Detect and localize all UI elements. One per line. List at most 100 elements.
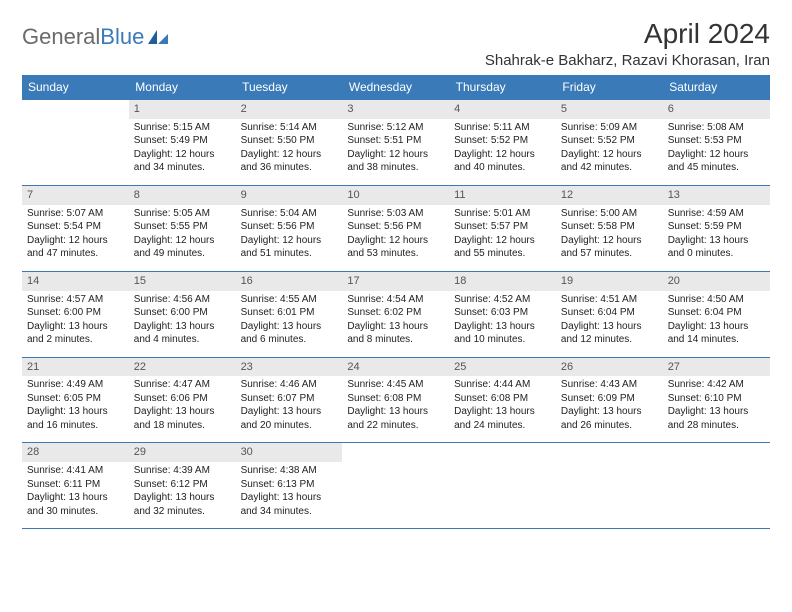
- sunset-line: Sunset: 5:55 PM: [134, 220, 231, 234]
- header-right: April 2024 Shahrak-e Bakharz, Razavi Kho…: [485, 18, 770, 69]
- daylight-line: Daylight: 13 hours and 10 minutes.: [454, 320, 551, 347]
- day-number: 15: [129, 272, 236, 291]
- calendar-cell: 10Sunrise: 5:03 AMSunset: 5:56 PMDayligh…: [342, 185, 449, 271]
- sunrise-line: Sunrise: 4:39 AM: [134, 464, 231, 478]
- weekday-header: Tuesday: [236, 75, 343, 100]
- day-number: 11: [449, 186, 556, 205]
- daylight-line: Daylight: 12 hours and 51 minutes.: [241, 234, 338, 261]
- sunset-line: Sunset: 6:05 PM: [27, 392, 124, 406]
- sunrise-line: Sunrise: 4:57 AM: [27, 293, 124, 307]
- day-number: 4: [449, 100, 556, 119]
- sunset-line: Sunset: 6:07 PM: [241, 392, 338, 406]
- sunset-line: Sunset: 6:11 PM: [27, 478, 124, 492]
- daylight-line: Daylight: 13 hours and 20 minutes.: [241, 405, 338, 432]
- sunset-line: Sunset: 6:06 PM: [134, 392, 231, 406]
- daylight-line: Daylight: 13 hours and 16 minutes.: [27, 405, 124, 432]
- day-details: Sunrise: 5:07 AMSunset: 5:54 PMDaylight:…: [22, 205, 129, 271]
- day-details: Sunrise: 5:12 AMSunset: 5:51 PMDaylight:…: [342, 119, 449, 185]
- day-number: 1: [129, 100, 236, 119]
- sunset-line: Sunset: 5:52 PM: [561, 134, 658, 148]
- day-number: 10: [342, 186, 449, 205]
- calendar-week-row: 7Sunrise: 5:07 AMSunset: 5:54 PMDaylight…: [22, 185, 770, 271]
- calendar-cell: [342, 443, 449, 529]
- day-details: Sunrise: 5:03 AMSunset: 5:56 PMDaylight:…: [342, 205, 449, 271]
- brand-accent: Blue: [100, 24, 144, 49]
- sunrise-line: Sunrise: 4:55 AM: [241, 293, 338, 307]
- daylight-line: Daylight: 13 hours and 6 minutes.: [241, 320, 338, 347]
- daylight-line: Daylight: 13 hours and 32 minutes.: [134, 491, 231, 518]
- day-details: Sunrise: 4:49 AMSunset: 6:05 PMDaylight:…: [22, 376, 129, 442]
- day-number: 14: [22, 272, 129, 291]
- calendar-cell: 16Sunrise: 4:55 AMSunset: 6:01 PMDayligh…: [236, 271, 343, 357]
- sunrise-line: Sunrise: 4:52 AM: [454, 293, 551, 307]
- sunset-line: Sunset: 5:58 PM: [561, 220, 658, 234]
- calendar-cell: 12Sunrise: 5:00 AMSunset: 5:58 PMDayligh…: [556, 185, 663, 271]
- daylight-line: Daylight: 12 hours and 34 minutes.: [134, 148, 231, 175]
- day-number: 22: [129, 358, 236, 377]
- calendar-cell: [449, 443, 556, 529]
- day-number: 21: [22, 358, 129, 377]
- daylight-line: Daylight: 13 hours and 34 minutes.: [241, 491, 338, 518]
- day-details: Sunrise: 4:44 AMSunset: 6:08 PMDaylight:…: [449, 376, 556, 442]
- calendar-week-row: 28Sunrise: 4:41 AMSunset: 6:11 PMDayligh…: [22, 443, 770, 529]
- daylight-line: Daylight: 12 hours and 55 minutes.: [454, 234, 551, 261]
- sunset-line: Sunset: 5:51 PM: [347, 134, 444, 148]
- sunrise-line: Sunrise: 5:03 AM: [347, 207, 444, 221]
- brand-sail-icon: [148, 28, 170, 46]
- daylight-line: Daylight: 13 hours and 2 minutes.: [27, 320, 124, 347]
- daylight-line: Daylight: 13 hours and 22 minutes.: [347, 405, 444, 432]
- daylight-line: Daylight: 13 hours and 28 minutes.: [668, 405, 765, 432]
- day-details: Sunrise: 4:51 AMSunset: 6:04 PMDaylight:…: [556, 291, 663, 357]
- sunset-line: Sunset: 6:04 PM: [668, 306, 765, 320]
- day-number: 9: [236, 186, 343, 205]
- page-header: GeneralBlue April 2024 Shahrak-e Bakharz…: [22, 18, 770, 69]
- calendar-cell: 17Sunrise: 4:54 AMSunset: 6:02 PMDayligh…: [342, 271, 449, 357]
- sunrise-line: Sunrise: 5:08 AM: [668, 121, 765, 135]
- daylight-line: Daylight: 13 hours and 24 minutes.: [454, 405, 551, 432]
- sunset-line: Sunset: 6:13 PM: [241, 478, 338, 492]
- calendar-week-row: 21Sunrise: 4:49 AMSunset: 6:05 PMDayligh…: [22, 357, 770, 443]
- calendar-cell: 20Sunrise: 4:50 AMSunset: 6:04 PMDayligh…: [663, 271, 770, 357]
- day-number: 28: [22, 443, 129, 462]
- daylight-line: Daylight: 12 hours and 40 minutes.: [454, 148, 551, 175]
- calendar-cell: 29Sunrise: 4:39 AMSunset: 6:12 PMDayligh…: [129, 443, 236, 529]
- sunrise-line: Sunrise: 4:56 AM: [134, 293, 231, 307]
- weekday-header: Sunday: [22, 75, 129, 100]
- daylight-line: Daylight: 13 hours and 12 minutes.: [561, 320, 658, 347]
- sunrise-line: Sunrise: 4:51 AM: [561, 293, 658, 307]
- daylight-line: Daylight: 12 hours and 49 minutes.: [134, 234, 231, 261]
- daylight-line: Daylight: 12 hours and 53 minutes.: [347, 234, 444, 261]
- day-details: Sunrise: 4:54 AMSunset: 6:02 PMDaylight:…: [342, 291, 449, 357]
- sunrise-line: Sunrise: 5:15 AM: [134, 121, 231, 135]
- weekday-header: Wednesday: [342, 75, 449, 100]
- day-details: Sunrise: 4:47 AMSunset: 6:06 PMDaylight:…: [129, 376, 236, 442]
- brand-name: GeneralBlue: [22, 24, 144, 50]
- day-number: 30: [236, 443, 343, 462]
- sunrise-line: Sunrise: 4:44 AM: [454, 378, 551, 392]
- sunset-line: Sunset: 5:56 PM: [241, 220, 338, 234]
- weekday-header: Monday: [129, 75, 236, 100]
- daylight-line: Daylight: 12 hours and 42 minutes.: [561, 148, 658, 175]
- sunset-line: Sunset: 5:59 PM: [668, 220, 765, 234]
- day-number: 6: [663, 100, 770, 119]
- sunrise-line: Sunrise: 4:46 AM: [241, 378, 338, 392]
- calendar-cell: 7Sunrise: 5:07 AMSunset: 5:54 PMDaylight…: [22, 185, 129, 271]
- sunset-line: Sunset: 6:10 PM: [668, 392, 765, 406]
- sunset-line: Sunset: 5:53 PM: [668, 134, 765, 148]
- day-number: 26: [556, 358, 663, 377]
- calendar-cell: 28Sunrise: 4:41 AMSunset: 6:11 PMDayligh…: [22, 443, 129, 529]
- calendar-cell: 6Sunrise: 5:08 AMSunset: 5:53 PMDaylight…: [663, 100, 770, 186]
- sunset-line: Sunset: 6:12 PM: [134, 478, 231, 492]
- sunset-line: Sunset: 5:57 PM: [454, 220, 551, 234]
- sunrise-line: Sunrise: 4:45 AM: [347, 378, 444, 392]
- daylight-line: Daylight: 12 hours and 47 minutes.: [27, 234, 124, 261]
- day-details: Sunrise: 5:08 AMSunset: 5:53 PMDaylight:…: [663, 119, 770, 185]
- calendar-cell: 18Sunrise: 4:52 AMSunset: 6:03 PMDayligh…: [449, 271, 556, 357]
- day-details: Sunrise: 4:38 AMSunset: 6:13 PMDaylight:…: [236, 462, 343, 528]
- calendar-cell: 30Sunrise: 4:38 AMSunset: 6:13 PMDayligh…: [236, 443, 343, 529]
- sunrise-line: Sunrise: 5:11 AM: [454, 121, 551, 135]
- day-number: 24: [342, 358, 449, 377]
- daylight-line: Daylight: 13 hours and 18 minutes.: [134, 405, 231, 432]
- day-details: Sunrise: 4:46 AMSunset: 6:07 PMDaylight:…: [236, 376, 343, 442]
- sunrise-line: Sunrise: 5:14 AM: [241, 121, 338, 135]
